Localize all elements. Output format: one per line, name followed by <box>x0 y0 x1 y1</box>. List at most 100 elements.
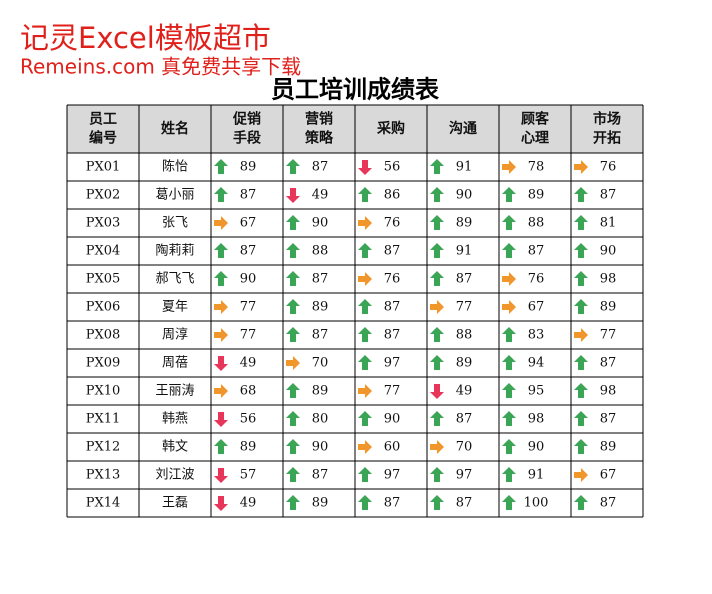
score: 56 <box>240 412 257 427</box>
watermark-line1: 记灵Excel模板超市 <box>20 21 271 55</box>
trend-icon <box>214 468 228 483</box>
trend-icon <box>214 439 228 454</box>
trend-icon <box>430 300 444 314</box>
score: 95 <box>528 384 545 399</box>
score: 98 <box>528 412 545 427</box>
score: 87 <box>600 356 617 371</box>
trend-icon <box>502 187 516 202</box>
score: 87 <box>384 300 401 315</box>
employee-name: 葛小丽 <box>155 188 194 203</box>
header-label: 开拓 <box>593 130 621 147</box>
trend-icon <box>286 495 300 510</box>
score: 89 <box>312 384 329 399</box>
score: 49 <box>312 188 329 203</box>
employee-name: 王磊 <box>162 496 188 511</box>
trend-icon <box>430 327 444 342</box>
score: 57 <box>240 468 257 483</box>
trend-icon <box>214 412 228 427</box>
trend-icon <box>358 299 372 314</box>
employee-name: 陈怡 <box>162 159 188 175</box>
header-label: 采购 <box>376 120 405 137</box>
score: 98 <box>600 384 617 399</box>
score: 77 <box>600 328 617 343</box>
table-title: 员工培训成绩表 <box>271 75 440 104</box>
score: 90 <box>600 244 617 259</box>
score: 87 <box>456 272 473 287</box>
header-label: 姓名 <box>161 120 189 137</box>
trend-icon <box>286 159 300 174</box>
trend-icon <box>358 243 372 258</box>
score: 87 <box>312 272 329 287</box>
trend-icon <box>430 243 444 258</box>
score: 89 <box>600 300 617 315</box>
score: 88 <box>456 328 473 343</box>
trend-icon <box>502 160 516 174</box>
trend-icon <box>502 243 516 258</box>
trend-icon <box>430 411 444 426</box>
score: 89 <box>456 216 473 231</box>
employee-name: 王丽涛 <box>155 383 194 399</box>
trend-icon <box>214 356 228 371</box>
score: 87 <box>240 244 257 259</box>
trend-icon <box>430 271 444 286</box>
score: 97 <box>384 468 401 483</box>
trend-icon <box>430 187 444 202</box>
score: 89 <box>456 356 473 371</box>
trend-icon <box>214 159 228 174</box>
employee-id: PX14 <box>86 496 121 511</box>
employee-id: PX01 <box>86 160 121 175</box>
trend-icon <box>358 327 372 342</box>
trend-icon <box>214 187 228 202</box>
score: 60 <box>384 440 401 455</box>
score: 77 <box>384 384 401 399</box>
score: 49 <box>456 384 473 399</box>
score: 87 <box>384 496 401 511</box>
trend-icon <box>430 495 444 510</box>
employee-name: 陶莉莉 <box>155 243 194 259</box>
trend-icon <box>214 216 228 230</box>
header-label: 沟通 <box>449 120 477 137</box>
score: 76 <box>600 160 617 175</box>
trend-icon <box>430 467 444 482</box>
trend-icon <box>574 187 588 202</box>
employee-id: PX05 <box>86 272 121 287</box>
score: 87 <box>600 496 617 511</box>
score: 89 <box>240 440 257 455</box>
employee-id: PX02 <box>86 188 121 203</box>
employee-id: PX06 <box>86 300 121 315</box>
score: 80 <box>312 412 329 427</box>
employee-id: PX11 <box>86 412 121 427</box>
trend-icon <box>358 411 372 426</box>
employee-name: 夏年 <box>162 300 188 315</box>
trend-icon <box>214 271 228 286</box>
trend-icon <box>214 496 228 511</box>
score: 70 <box>312 356 329 371</box>
score: 87 <box>600 188 617 203</box>
employee-name: 周淳 <box>162 327 188 343</box>
employee-id: PX08 <box>86 328 121 343</box>
header-label: 营销 <box>305 111 333 128</box>
score: 91 <box>528 468 545 483</box>
employee-id: PX10 <box>86 384 121 399</box>
score: 89 <box>600 440 617 455</box>
trend-icon <box>574 383 588 398</box>
score: 89 <box>312 300 329 315</box>
employee-id: PX13 <box>86 468 121 483</box>
header-label: 顾客 <box>521 111 550 128</box>
score: 90 <box>528 440 545 455</box>
score: 90 <box>240 272 257 287</box>
trend-icon <box>214 243 228 258</box>
trend-icon <box>574 411 588 426</box>
score: 91 <box>456 244 473 259</box>
employee-name: 韩文 <box>162 440 188 455</box>
score: 87 <box>456 496 473 511</box>
score: 87 <box>384 244 401 259</box>
score: 81 <box>600 216 617 231</box>
trend-icon <box>502 272 516 286</box>
score: 89 <box>528 188 545 203</box>
score: 76 <box>384 216 401 231</box>
score: 67 <box>600 468 617 483</box>
trend-icon <box>214 328 228 342</box>
header-label: 手段 <box>233 130 261 147</box>
